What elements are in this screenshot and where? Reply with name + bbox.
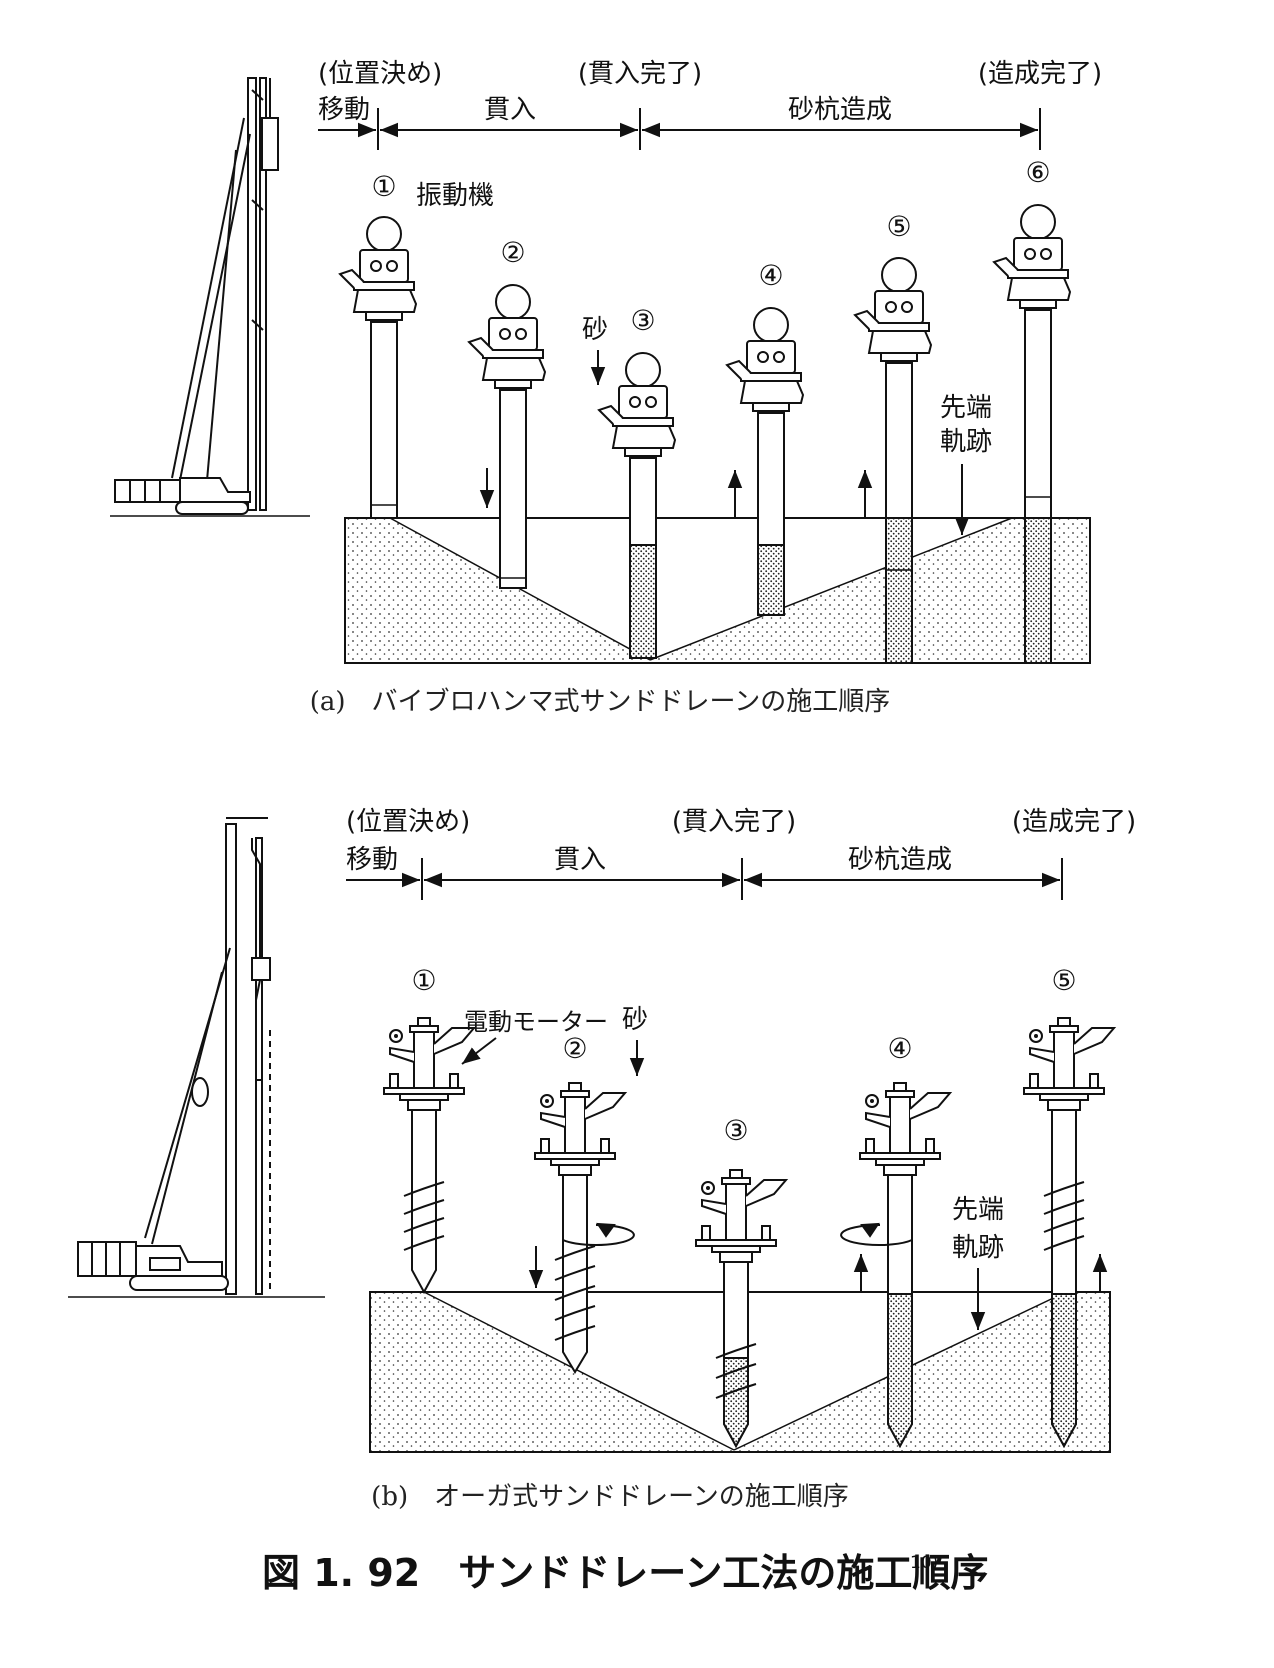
auger-unit-2 (534, 1082, 626, 1176)
pile-driver-rig-a (110, 77, 310, 517)
label-forming-done-a: (造成完了) (978, 59, 1102, 89)
step-number-a-1: ① (371, 170, 396, 203)
step-number-b-5: ⑤ (1051, 964, 1076, 997)
sand-label-a: 砂 (582, 315, 608, 345)
vibro-hammer-5 (854, 257, 932, 362)
step-number-b-2: ② (562, 1032, 587, 1065)
motor-arrow (461, 1037, 497, 1065)
label-column-forming-a: 砂杭造成 (788, 95, 892, 125)
auger-flights-b (403, 1181, 1085, 1399)
label-position-a: (位置決め) (318, 59, 442, 89)
figure-reference: 10) (910, 1553, 938, 1573)
tip-trace-label-b-2: 軌跡 (952, 1233, 1004, 1263)
vibro-hammer-1 (339, 216, 417, 321)
vibro-hammer-4 (726, 307, 804, 412)
step-number-b-1: ① (411, 964, 436, 997)
auger-unit-1 (383, 1017, 475, 1111)
vibro-hammer-2 (468, 284, 546, 389)
label-penetration-b: 貫入 (554, 845, 606, 875)
vibro-hammer-6 (993, 204, 1071, 309)
panel-b: (位置決め) 移動 貫入 (貫入完了) 砂杭造成 (造成完了) (68, 807, 1136, 1512)
auger-unit-3 (695, 1169, 787, 1263)
sand-label-b: 砂 (622, 1005, 648, 1035)
caption-b: (b) オーガ式サンドドレーンの施工順序 (371, 1482, 849, 1512)
auger-unit-4 (859, 1082, 951, 1176)
vibrator-label: 振動機 (416, 181, 494, 211)
label-move-a: 移動 (318, 95, 370, 125)
tip-trace-label-a-2: 軌跡 (940, 427, 992, 457)
step-number-a-5: ⑤ (886, 210, 911, 243)
step-number-a-2: ② (500, 236, 525, 269)
motor-label: 電動モーター (464, 1008, 608, 1036)
panel-a: (位置決め) 移動 貫入 (貫入完了) 砂杭造成 (造成完了) (110, 59, 1102, 717)
vibro-hammer-3 (598, 352, 676, 457)
label-penetration-done-b: (貫入完了) (672, 807, 796, 837)
phase-timeline-b (346, 858, 1063, 900)
label-column-forming-b: 砂杭造成 (848, 845, 952, 875)
tip-trace-label-a-1: 先端 (940, 393, 992, 423)
step-number-a-4: ④ (758, 259, 783, 292)
label-position-b: (位置決め) (346, 807, 470, 837)
caption-a: (a) バイブロハンマ式サンドドレーンの施工順序 (310, 687, 891, 717)
step-number-a-6: ⑥ (1025, 156, 1050, 189)
tip-trace-label-b-1: 先端 (952, 1195, 1004, 1225)
label-move-b: 移動 (346, 845, 398, 875)
phase-timeline-a (318, 108, 1041, 150)
label-penetration-a: 貫入 (484, 95, 536, 125)
label-forming-done-b: (造成完了) (1012, 807, 1136, 837)
casing-pipes-a (370, 309, 1052, 664)
label-penetration-done-a: (貫入完了) (578, 59, 702, 89)
rotation-indicators-b (562, 1222, 913, 1246)
figure-title: 図 1. 92 サンドドレーン工法の施工順序 (262, 1551, 988, 1595)
auger-rig-b (68, 817, 325, 1298)
step-number-b-3: ③ (723, 1114, 748, 1147)
auger-unit-5 (1023, 1017, 1115, 1111)
step-number-b-4: ④ (887, 1032, 912, 1065)
ground-a (344, 517, 1091, 664)
step-number-a-3: ③ (630, 304, 655, 337)
